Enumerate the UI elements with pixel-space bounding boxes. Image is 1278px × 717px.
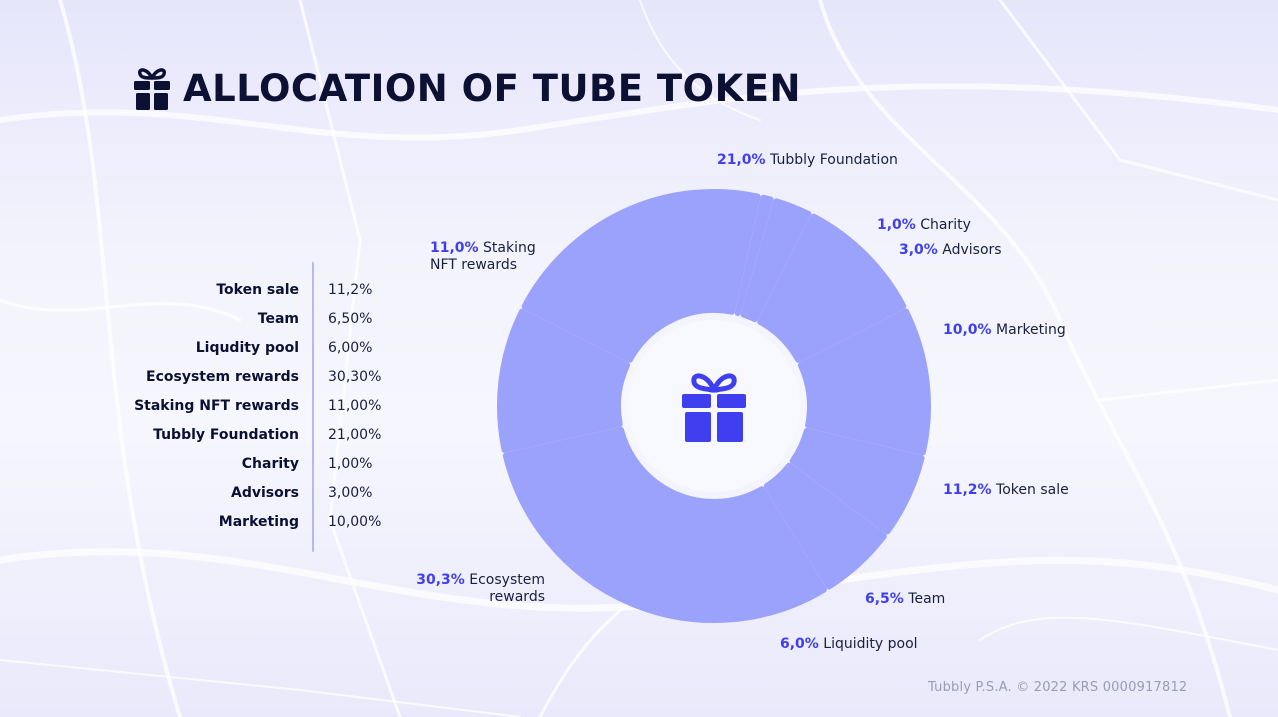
table-row-value: 6,00% <box>328 340 373 356</box>
table-row-label: Marketing <box>218 514 299 530</box>
table-row: Marketing 10,00% <box>140 508 400 537</box>
label-marketing: 10,0% Marketing <box>943 322 1066 339</box>
table-row-value: 11,2% <box>328 282 373 298</box>
table-row-label: Liqudity pool <box>195 340 299 356</box>
table-divider <box>312 262 314 552</box>
slice-name: Tubbly Foundation <box>770 152 898 168</box>
table-row: Liqudity pool 6,00% <box>140 334 400 363</box>
gift-icon <box>682 373 746 442</box>
label-liquidity-pool: 6,0% Liquidity pool <box>780 636 918 653</box>
slice-team <box>789 427 925 535</box>
slice-percent: 11,2% <box>943 482 992 498</box>
slice-percent: 3,0% <box>899 242 938 258</box>
table-row: Advisors 3,00% <box>140 479 400 508</box>
slice-name: Team <box>908 591 946 607</box>
label-tubbly-foundation: 21,0% Tubbly Foundation <box>717 152 898 169</box>
slice-liquidity-pool <box>763 462 887 590</box>
table-row-value: 21,00% <box>328 427 382 443</box>
page-title: ALLOCATION OF TUBE TOKEN <box>183 67 802 110</box>
slice-name: Token sale <box>996 482 1069 498</box>
table-row-value: 11,00% <box>328 398 382 414</box>
slice-percent: 6,5% <box>865 591 904 607</box>
slice-charity <box>734 194 774 317</box>
slice-name: Liquidity pool <box>823 636 918 652</box>
footer-copyright: Tubbly P.S.A. © 2022 KRS 0000917812 <box>928 680 1188 695</box>
table-row-value: 3,00% <box>328 485 373 501</box>
slice-name: Charity <box>920 217 971 233</box>
slice-percent: 11,0% <box>430 240 479 256</box>
table-row-label: Advisors <box>231 485 299 501</box>
label-staking-nft-rewards: 11,0% Staking NFT rewards <box>430 240 536 274</box>
table-row: Ecosystem rewards 30,30% <box>140 363 400 392</box>
label-token-sale: 11,2% Token sale <box>943 482 1069 499</box>
slice-name: Advisors <box>942 242 1002 258</box>
slice-percent: 30,3% <box>416 572 465 588</box>
header: ALLOCATION OF TUBE TOKEN <box>133 64 801 114</box>
table-row-label: Staking NFT rewards <box>134 398 299 414</box>
label-ecosystem-rewards: 30,3% Ecosystem rewards <box>416 572 545 606</box>
table-row-value: 30,30% <box>328 369 382 385</box>
table-row-value: 6,50% <box>328 311 373 327</box>
table-row: Charity 1,00% <box>140 450 400 479</box>
slice-token-sale <box>797 308 931 456</box>
table-row: Team 6,50% <box>140 305 400 334</box>
label-charity: 1,0% Charity <box>877 217 971 234</box>
gift-icon <box>134 68 170 110</box>
slice-percent: 10,0% <box>943 322 992 338</box>
slice-percent: 1,0% <box>877 217 916 233</box>
table-row: Tubbly Foundation 21,00% <box>140 421 400 450</box>
slice-advisors <box>740 198 812 323</box>
slice-name: Staking <box>483 240 536 256</box>
table-row-label: Ecosystem rewards <box>146 369 299 385</box>
table-row: Staking NFT rewards 11,00% <box>134 392 400 421</box>
table-row-value: 10,00% <box>328 514 382 530</box>
slice-marketing <box>757 213 907 363</box>
table-row-label: Tubbly Foundation <box>153 427 299 443</box>
table-row-value: 1,00% <box>328 456 373 472</box>
slice-name-line2: rewards <box>489 589 545 605</box>
table-row-label: Token sale <box>216 282 299 298</box>
slice-percent: 6,0% <box>780 636 819 652</box>
slice-staking-nft-rewards <box>497 308 631 453</box>
donut-center <box>628 320 800 492</box>
slice-tubbly-foundation <box>521 189 761 363</box>
slice-percent: 21,0% <box>717 152 766 168</box>
slice-name: Ecosystem <box>469 572 545 588</box>
slice-ecosystem-rewards <box>502 426 827 623</box>
table-row-label: Charity <box>241 456 299 472</box>
label-advisors: 3,0% Advisors <box>899 242 1002 259</box>
label-team: 6,5% Team <box>865 591 945 608</box>
slice-name: Marketing <box>996 322 1066 338</box>
table-row-label: Team <box>257 311 299 327</box>
table-row: Token sale 11,2% <box>140 276 400 305</box>
slice-name-line2: NFT rewards <box>430 257 518 273</box>
